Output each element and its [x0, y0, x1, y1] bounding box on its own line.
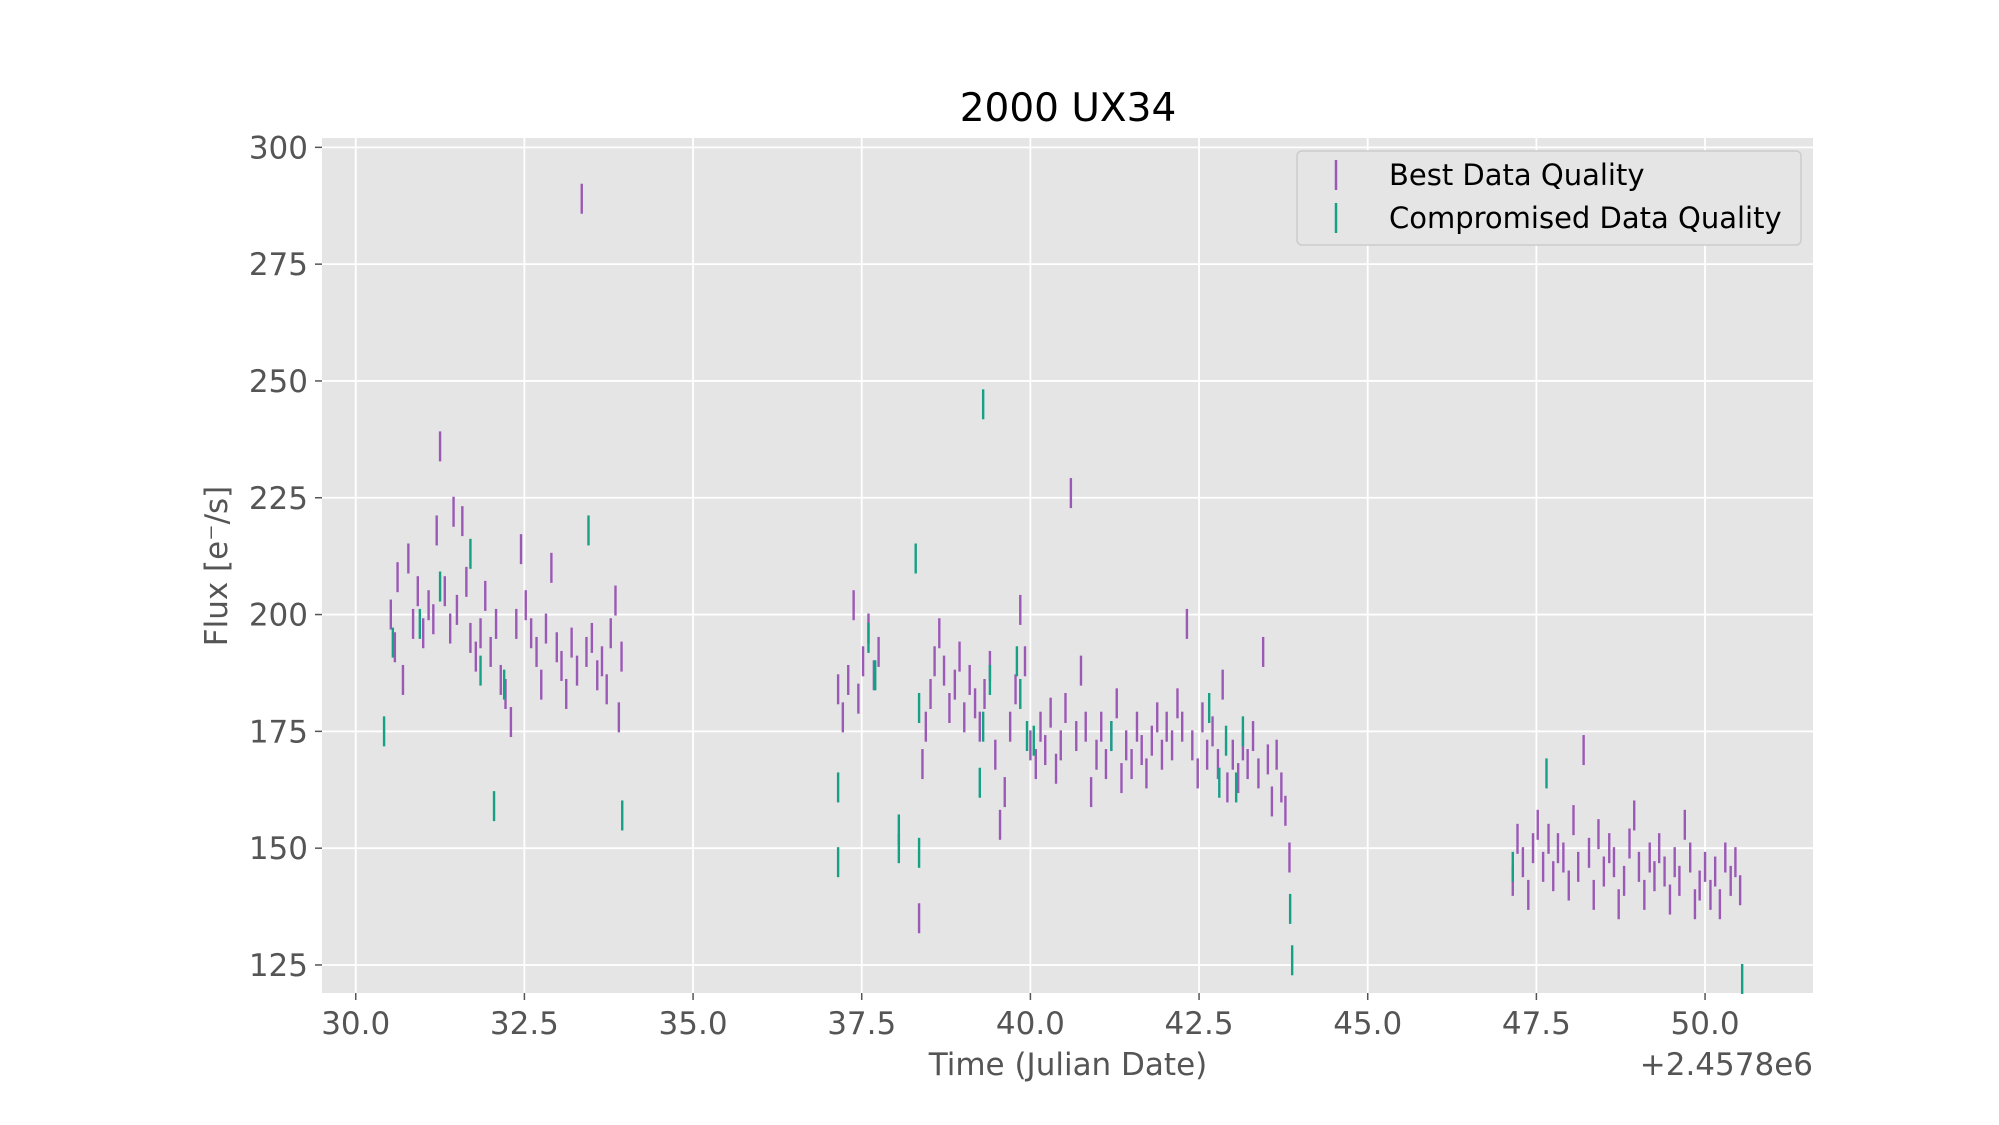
x-axis-offset-label: +2.4578e6	[1640, 1047, 1813, 1083]
series-compromised-quality	[382, 389, 1744, 994]
y-tick-label: 125	[249, 948, 308, 984]
y-tick-label: 275	[249, 247, 308, 283]
x-tick-label: 40.0	[996, 1006, 1065, 1042]
y-tick-label: 225	[249, 481, 308, 517]
legend-label-compromised: Compromised Data Quality	[1389, 201, 1782, 235]
y-tick-label: 200	[249, 598, 308, 634]
x-tick-label: 35.0	[659, 1006, 728, 1042]
axis-ticks	[315, 146, 1706, 1000]
data-series	[382, 183, 1744, 994]
x-tick-label: 30.0	[321, 1006, 390, 1042]
x-tick-label: 50.0	[1671, 1006, 1740, 1042]
x-tick-label: 45.0	[1333, 1006, 1402, 1042]
x-axis-label: Time (Julian Date)	[928, 1047, 1208, 1083]
x-tick-labels: 30.0 32.5 35.0 37.5 40.0 42.5 45.0 47.5 50.0	[321, 1006, 1739, 1042]
x-tick-label: 37.5	[827, 1006, 896, 1042]
y-tick-label: 175	[249, 714, 308, 750]
legend-label-best: Best Data Quality	[1389, 158, 1645, 192]
x-tick-label: 32.5	[490, 1006, 559, 1042]
legend: Best Data Quality Compromised Data Quali…	[1296, 150, 1802, 246]
x-tick-label: 47.5	[1502, 1006, 1571, 1042]
chart-title: 2000 UX34	[960, 86, 1177, 131]
y-axis-label: Flux [e⁻/s]	[199, 486, 235, 647]
y-tick-label: 250	[249, 364, 308, 400]
legend-box	[1296, 150, 1802, 246]
y-tick-labels: 125 150 175 200 225 250 275 300	[249, 130, 308, 984]
x-tick-label: 42.5	[1165, 1006, 1234, 1042]
y-tick-label: 150	[249, 831, 308, 867]
y-tick-label: 300	[249, 130, 308, 166]
series-best-quality	[389, 183, 1742, 934]
